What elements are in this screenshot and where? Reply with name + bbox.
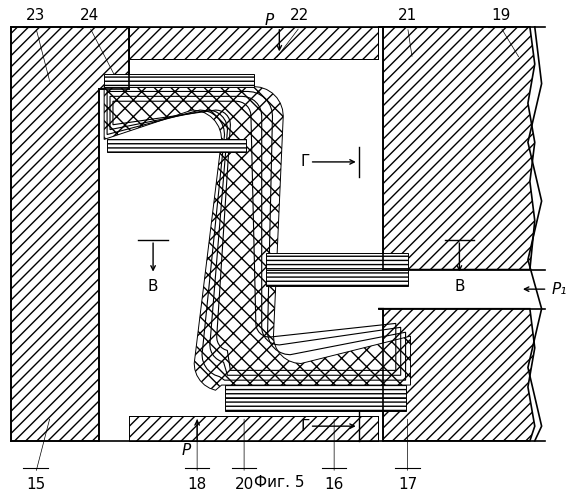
Polygon shape: [104, 86, 411, 390]
Polygon shape: [128, 416, 378, 441]
Polygon shape: [224, 398, 406, 410]
Polygon shape: [266, 270, 407, 286]
Text: В: В: [454, 280, 465, 294]
Polygon shape: [128, 27, 378, 59]
Text: 15: 15: [26, 477, 45, 492]
Text: 19: 19: [491, 8, 510, 23]
Polygon shape: [378, 27, 534, 270]
Polygon shape: [107, 140, 246, 152]
Polygon shape: [224, 385, 406, 398]
Text: 22: 22: [290, 8, 310, 23]
Text: Р₁: Р₁: [552, 282, 567, 296]
Text: 23: 23: [26, 8, 45, 23]
Text: 24: 24: [80, 8, 99, 23]
Text: 21: 21: [398, 8, 417, 23]
Text: 20: 20: [235, 477, 254, 492]
Text: 17: 17: [398, 477, 417, 492]
Polygon shape: [378, 308, 534, 441]
Text: Г: Г: [300, 154, 310, 170]
Text: Г: Г: [300, 418, 310, 434]
Text: Р: Р: [182, 443, 191, 458]
Text: Фиг. 5: Фиг. 5: [254, 475, 304, 490]
Text: 16: 16: [324, 477, 344, 492]
Text: Р: Р: [264, 12, 273, 28]
Polygon shape: [266, 253, 407, 270]
Text: 18: 18: [187, 477, 207, 492]
Text: В: В: [148, 280, 158, 294]
Polygon shape: [104, 74, 254, 86]
Polygon shape: [11, 27, 128, 441]
